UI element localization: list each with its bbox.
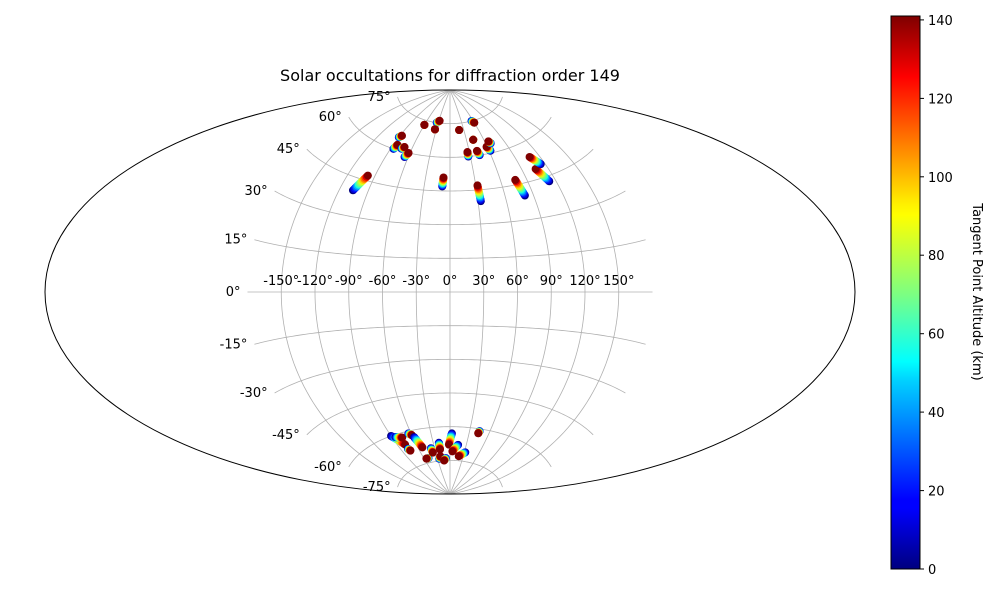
y-tick-label: -45° [272, 428, 300, 443]
occultation-point [474, 429, 483, 438]
colorbar-tick-label: 20 [928, 485, 945, 500]
colorbar-tick-label: 120 [928, 92, 953, 107]
occultation-point [406, 446, 415, 455]
parallel-line [274, 358, 626, 394]
occultation-point [454, 452, 463, 461]
colorbar-label: Tangent Point Altitude (km) [969, 202, 984, 380]
occultation-point [440, 456, 449, 465]
occultation-point [418, 443, 427, 452]
y-tick-label: 60° [319, 110, 342, 125]
occultation-point [472, 146, 481, 155]
occultation-point [473, 181, 482, 190]
colorbar-gradient [890, 15, 921, 570]
y-tick-label: 75° [368, 90, 391, 105]
colorbar-tick-label: 60 [928, 328, 945, 343]
map-boundary [44, 89, 856, 495]
colorbar-ticks: 0 20 40 60 80 100 120 140 [920, 14, 953, 578]
graticule [247, 90, 653, 494]
occultation-point [363, 171, 372, 180]
parallel-line [306, 392, 594, 436]
x-tick-label: 60° [506, 274, 529, 289]
occultation-point [430, 125, 439, 134]
occultation-point [484, 137, 493, 146]
parallel-line [306, 148, 594, 192]
y-tick-label: 30° [245, 184, 268, 199]
y-tick-label: 0° [226, 285, 241, 300]
y-tick-labels: 75° 60° 45° 30° 15° 0° -15° -30° -45° -60° -75° [220, 90, 391, 495]
chart-title: Solar occultations for diffraction order… [280, 66, 620, 85]
colorbar-tick-label: 0 [928, 563, 936, 578]
occultation-point [469, 135, 478, 144]
occultation-point [511, 175, 520, 184]
colorbar: 0 20 40 60 80 100 120 140 Tangent Point Altitud… [890, 14, 984, 578]
occultation-point [463, 148, 472, 157]
occultation-point [455, 126, 464, 135]
x-tick-label: -60° [369, 274, 397, 289]
x-tick-label: -90° [335, 274, 363, 289]
colorbar-tick-label: 140 [928, 14, 953, 29]
colorbar-tick-label: 80 [928, 249, 945, 264]
parallel-line [348, 426, 552, 468]
x-tick-label: 0° [443, 274, 458, 289]
x-tick-labels: -150°-120° -90° -60° -30° 0° 30° 60° 90° 120° 150… [263, 274, 634, 289]
occultation-points [348, 116, 554, 465]
occultation-point [428, 448, 437, 457]
occultation-point [398, 433, 407, 442]
occultation-point [525, 152, 534, 161]
parallel-line [274, 190, 626, 226]
y-tick-label: 45° [277, 142, 300, 157]
x-tick-label: -120° [297, 274, 333, 289]
occultation-point [470, 118, 479, 127]
x-tick-label: 150° [603, 274, 634, 289]
colorbar-tick-label: 40 [928, 406, 945, 421]
occultation-point [448, 447, 457, 456]
occultation-point [397, 131, 406, 140]
occultation-point [444, 440, 453, 449]
occultation-point [439, 173, 448, 182]
x-tick-label: 90° [540, 274, 563, 289]
occultation-point [404, 148, 413, 157]
parallel-line [397, 459, 503, 488]
x-tick-label: -150° [263, 274, 299, 289]
colorbar-tick-label: 100 [928, 171, 953, 186]
occultation-point [531, 164, 540, 173]
y-tick-label: -75° [363, 480, 391, 495]
parallel-line [254, 325, 646, 345]
y-tick-label: -60° [314, 460, 342, 475]
occultation-point [422, 454, 431, 463]
parallel-line [397, 96, 503, 125]
parallel-line [348, 116, 552, 158]
occultation-point [436, 445, 445, 454]
y-tick-label: 15° [224, 233, 247, 248]
occultation-point [435, 116, 444, 125]
y-tick-label: -30° [240, 386, 268, 401]
x-tick-label: -30° [402, 274, 430, 289]
x-tick-label: 30° [472, 274, 495, 289]
x-tick-label: 120° [569, 274, 600, 289]
occultation-point [420, 120, 429, 129]
y-tick-label: -15° [220, 337, 248, 352]
parallel-line [254, 239, 646, 259]
occultation-point [400, 143, 409, 152]
